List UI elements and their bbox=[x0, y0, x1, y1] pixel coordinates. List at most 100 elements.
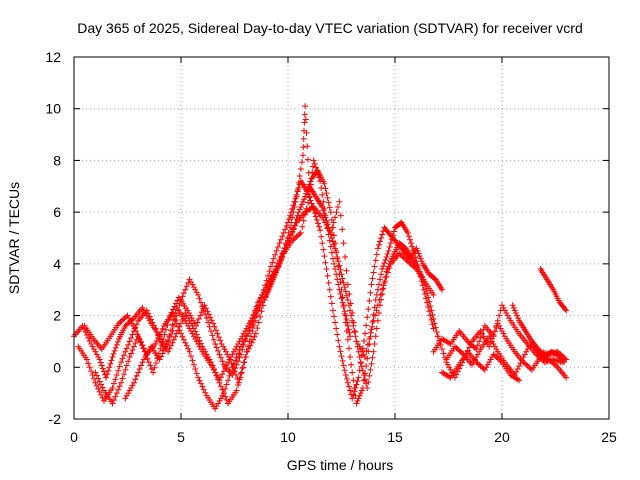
data-point bbox=[345, 383, 352, 390]
data-point bbox=[256, 304, 263, 311]
data-point bbox=[298, 159, 305, 166]
data-point bbox=[377, 291, 384, 298]
data-point bbox=[170, 336, 177, 343]
data-point bbox=[331, 241, 338, 248]
data-point bbox=[265, 281, 272, 288]
data-point bbox=[132, 340, 139, 347]
data-point bbox=[285, 237, 291, 244]
data-point bbox=[220, 343, 227, 350]
data-point bbox=[336, 343, 343, 350]
data-point bbox=[223, 381, 230, 388]
data-point bbox=[506, 315, 513, 322]
data-point bbox=[186, 276, 193, 283]
data-point bbox=[242, 328, 249, 335]
data-point bbox=[286, 216, 293, 223]
data-point bbox=[322, 259, 329, 266]
data-point bbox=[336, 262, 343, 269]
data-point bbox=[130, 379, 137, 386]
data-point bbox=[226, 372, 233, 379]
data-point bbox=[409, 262, 416, 269]
data-point bbox=[170, 316, 177, 323]
y-tick-label: 12 bbox=[45, 49, 61, 65]
data-point bbox=[302, 103, 309, 110]
y-tick-label: -2 bbox=[49, 411, 62, 427]
data-point bbox=[497, 357, 504, 364]
data-point bbox=[446, 373, 453, 380]
data-point bbox=[476, 361, 483, 368]
data-point bbox=[350, 319, 357, 326]
data-point bbox=[135, 369, 142, 376]
data-point bbox=[396, 250, 403, 257]
data-point bbox=[174, 297, 181, 304]
data-point bbox=[179, 293, 186, 300]
data-point bbox=[511, 307, 518, 314]
data-point bbox=[200, 386, 207, 393]
y-tick-label: 8 bbox=[53, 152, 61, 168]
data-point bbox=[362, 376, 369, 383]
data-point bbox=[266, 284, 273, 291]
data-point bbox=[272, 251, 279, 258]
data-point bbox=[197, 312, 204, 319]
data-point bbox=[232, 372, 239, 379]
data-point bbox=[273, 266, 280, 273]
data-point bbox=[493, 346, 500, 353]
data-point bbox=[453, 371, 460, 378]
data-point bbox=[347, 300, 354, 307]
data-point bbox=[237, 351, 244, 358]
data-point bbox=[197, 380, 204, 387]
data-point bbox=[99, 365, 106, 372]
data-point bbox=[145, 310, 152, 317]
data-point bbox=[318, 185, 325, 192]
data-point bbox=[503, 309, 510, 316]
data-point bbox=[133, 372, 140, 379]
data-point bbox=[301, 119, 308, 126]
data-point bbox=[418, 258, 425, 265]
data-point bbox=[116, 363, 123, 370]
data-point bbox=[212, 341, 219, 348]
data-point bbox=[403, 256, 410, 263]
data-point bbox=[326, 237, 333, 244]
data-point bbox=[212, 369, 219, 376]
data-point bbox=[299, 198, 306, 205]
data-point bbox=[453, 344, 460, 351]
data-point bbox=[381, 259, 388, 266]
data-point bbox=[358, 363, 365, 370]
data-point bbox=[119, 355, 126, 362]
data-point bbox=[147, 362, 154, 369]
data-point bbox=[223, 362, 230, 369]
data-point bbox=[95, 385, 102, 392]
data-point bbox=[98, 362, 105, 369]
data-point bbox=[237, 370, 244, 377]
data-point bbox=[211, 323, 218, 330]
data-point bbox=[339, 294, 346, 301]
data-point bbox=[169, 321, 176, 328]
x-axis-label: GPS time / hours bbox=[287, 457, 394, 473]
data-point bbox=[191, 320, 198, 327]
data-point bbox=[192, 286, 199, 293]
data-point bbox=[185, 345, 192, 352]
data-point bbox=[474, 342, 481, 349]
data-point bbox=[334, 276, 341, 283]
data-point bbox=[85, 334, 92, 341]
data-point bbox=[344, 297, 351, 304]
data-point bbox=[344, 319, 351, 326]
data-point bbox=[324, 194, 331, 201]
data-point bbox=[190, 333, 197, 340]
data-point bbox=[335, 258, 342, 265]
data-point bbox=[359, 348, 366, 355]
data-point bbox=[428, 307, 435, 314]
data-point bbox=[367, 329, 374, 336]
data-point bbox=[323, 190, 330, 197]
data-point bbox=[521, 351, 528, 358]
data-point bbox=[406, 259, 413, 266]
data-point bbox=[128, 350, 135, 357]
data-point bbox=[538, 356, 545, 363]
data-point bbox=[209, 364, 216, 371]
data-point bbox=[235, 379, 242, 386]
data-point bbox=[193, 370, 200, 377]
data-point bbox=[266, 268, 273, 275]
data-point bbox=[474, 360, 481, 367]
data-point bbox=[320, 198, 327, 205]
data-point bbox=[501, 307, 508, 314]
data-point bbox=[220, 368, 227, 375]
